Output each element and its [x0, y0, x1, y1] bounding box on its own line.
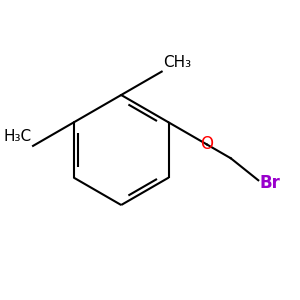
- Text: Br: Br: [260, 174, 280, 192]
- Text: CH₃: CH₃: [163, 55, 191, 70]
- Text: O: O: [200, 136, 213, 154]
- Text: H₃C: H₃C: [4, 130, 32, 145]
